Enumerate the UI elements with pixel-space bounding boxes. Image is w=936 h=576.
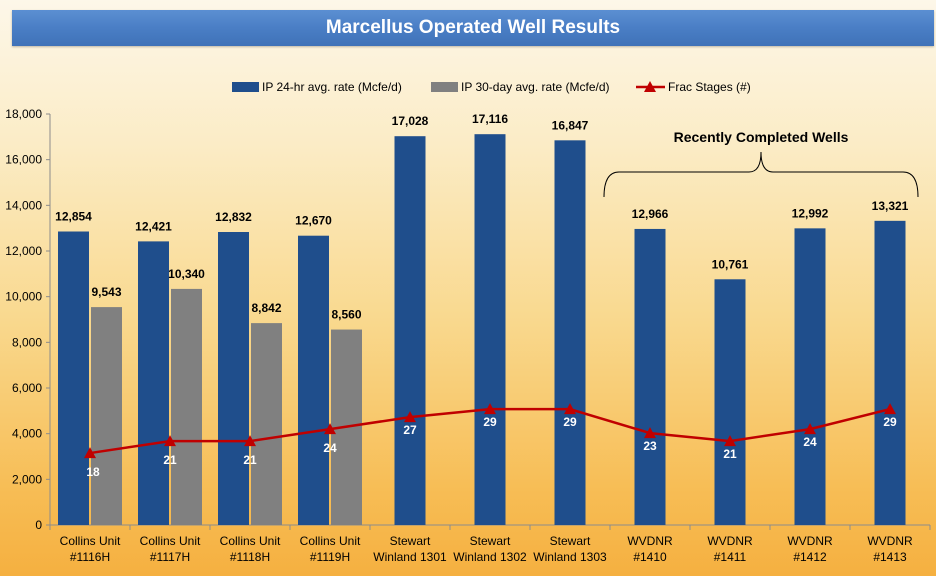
bar-ip24 [58, 231, 89, 525]
bar-ip24 [714, 279, 746, 525]
frac-stage-label: 21 [163, 453, 177, 467]
legend-label-ip24: IP 24-hr avg. rate (Mcfe/d) [262, 80, 402, 94]
bar-ip24 [474, 134, 506, 525]
x-category-label: Stewart [550, 534, 591, 548]
x-category-label: Winland 1301 [373, 550, 447, 564]
frac-stage-label: 29 [883, 415, 897, 429]
x-category-label: Collins Unit [60, 534, 121, 548]
frac-stage-marker [324, 423, 336, 435]
legend-swatch-ip24 [232, 82, 259, 92]
y-tick-label: 0 [35, 518, 42, 532]
y-tick-label: 12,000 [5, 244, 42, 258]
bar-ip24 [394, 136, 426, 525]
bar-ip30-label: 8,560 [331, 308, 361, 322]
x-category-label: #1119H [310, 550, 350, 564]
x-category-label: #1116H [70, 550, 110, 564]
frac-stage-label: 18 [86, 465, 100, 479]
y-tick-label: 16,000 [5, 153, 42, 167]
legend-label-stages: Frac Stages (#) [668, 80, 751, 94]
x-category-label: #1411 [714, 550, 747, 564]
frac-stage-marker [644, 427, 656, 439]
x-category-label: Collins Unit [220, 534, 281, 548]
bar-ip30-label: 9,543 [91, 285, 121, 299]
bar-ip30 [251, 323, 282, 525]
x-category-label: #1412 [793, 550, 827, 564]
y-tick-label: 6,000 [12, 381, 42, 395]
y-tick-label: 4,000 [12, 427, 42, 441]
annotation-text: Recently Completed Wells [674, 129, 849, 145]
x-category-label: Collins Unit [140, 534, 201, 548]
bar-ip24-label: 13,321 [872, 199, 909, 213]
x-category-label: #1118H [230, 550, 270, 564]
frac-stage-marker [404, 411, 416, 423]
frac-stage-label: 27 [403, 423, 417, 437]
bar-ip24 [874, 220, 906, 526]
x-category-label: Collins Unit [300, 534, 361, 548]
frac-stage-marker [244, 435, 256, 447]
x-category-label: Stewart [470, 534, 511, 548]
x-category-label: Stewart [390, 534, 431, 548]
y-tick-label: 18,000 [5, 107, 42, 121]
bar-ip24-label: 12,832 [215, 210, 252, 224]
legend-swatch-ip30 [431, 82, 458, 92]
bar-ip30-label: 8,842 [251, 301, 281, 315]
frac-stage-marker [804, 423, 816, 435]
x-category-label: WVDNR [627, 534, 673, 548]
x-category-label: #1410 [633, 550, 667, 564]
x-category-label: Winland 1302 [453, 550, 527, 564]
frac-stage-marker [84, 447, 96, 459]
x-category-label: #1117H [150, 550, 190, 564]
bar-ip24-label: 12,421 [135, 219, 172, 233]
x-category-label: WVDNR [867, 534, 913, 548]
bar-ip24-label: 17,116 [472, 112, 508, 126]
frac-stage-label: 21 [723, 447, 737, 461]
bar-ip24-label: 10,761 [712, 257, 749, 271]
bar-ip24-label: 12,854 [55, 210, 92, 224]
bar-ip24-label: 16,847 [552, 118, 589, 132]
bar-ip24 [298, 235, 329, 525]
bar-ip24 [554, 140, 586, 525]
y-tick-label: 8,000 [12, 335, 42, 349]
bar-ip24 [138, 241, 169, 526]
bar-ip24-label: 12,670 [295, 214, 332, 228]
bar-ip30 [171, 288, 202, 525]
bar-ip24-label: 12,966 [632, 207, 669, 221]
frac-stage-label: 29 [483, 415, 497, 429]
bar-ip24 [218, 232, 249, 525]
frac-stage-label: 24 [803, 435, 817, 449]
bar-ip24 [794, 228, 826, 525]
bar-ip24-label: 12,992 [792, 206, 829, 220]
x-category-label: WVDNR [707, 534, 753, 548]
bar-ip24-label: 17,028 [392, 114, 429, 128]
legend-marker-stages [644, 81, 656, 92]
bar-ip24 [634, 228, 666, 525]
frac-stage-label: 29 [563, 415, 577, 429]
frac-stage-marker [484, 403, 496, 415]
x-category-label: #1413 [873, 550, 907, 564]
x-category-label: WVDNR [787, 534, 833, 548]
frac-stage-label: 21 [243, 453, 257, 467]
bar-ip30-label: 10,340 [168, 267, 205, 281]
bar-ip30 [91, 307, 122, 525]
frac-stage-label: 23 [643, 439, 657, 453]
annotation-brace [603, 151, 919, 198]
frac-stage-label: 24 [323, 441, 337, 455]
legend-label-ip30: IP 30-day avg. rate (Mcfe/d) [461, 80, 610, 94]
frac-stage-marker [884, 403, 896, 415]
chart-title: Marcellus Operated Well Results [12, 10, 934, 46]
y-tick-label: 2,000 [12, 472, 42, 486]
frac-stage-marker [724, 435, 736, 447]
x-category-label: Winland 1303 [533, 550, 607, 564]
y-tick-label: 10,000 [5, 290, 42, 304]
y-tick-label: 14,000 [5, 198, 42, 212]
frac-stage-marker [164, 435, 176, 447]
frac-stage-marker [564, 403, 576, 415]
